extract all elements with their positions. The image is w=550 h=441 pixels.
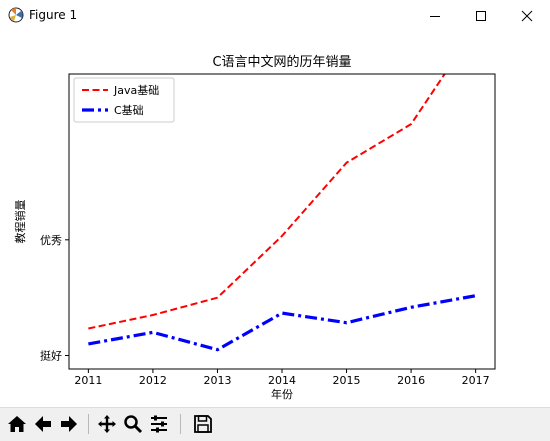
minimize-icon — [430, 16, 440, 17]
x-tick-label: 2016 — [397, 374, 425, 387]
legend-label-2: C基础 — [114, 104, 144, 117]
x-tick-label: 2011 — [74, 374, 102, 387]
close-icon — [521, 10, 533, 22]
configure-subplots-button[interactable] — [148, 412, 170, 436]
maximize-button[interactable] — [458, 0, 504, 32]
x-tick-label: 2014 — [268, 374, 296, 387]
save-button[interactable] — [192, 412, 214, 436]
pan-move-icon — [98, 415, 116, 433]
figure-canvas[interactable]: C语言中文网的历年销量 2011 2012 2013 2014 2015 2016 2017 挺… — [0, 32, 550, 407]
minimize-button[interactable] — [412, 0, 458, 32]
x-tick-label: 2015 — [333, 374, 361, 387]
x-tick-label: 2013 — [203, 374, 231, 387]
chart-title: C语言中文网的历年销量 — [212, 54, 351, 70]
zoom-button[interactable] — [122, 412, 144, 436]
series-line-1 — [88, 74, 446, 330]
home-icon — [8, 416, 26, 432]
series-line-2 — [88, 294, 476, 352]
window-titlebar: Figure 1 — [0, 0, 550, 32]
window-title: Figure 1 — [29, 8, 78, 22]
plot-area — [69, 74, 495, 369]
home-button[interactable] — [6, 412, 28, 436]
close-button[interactable] — [504, 0, 550, 32]
zoom-magnifier-icon — [124, 415, 143, 434]
back-arrow-icon — [35, 416, 51, 432]
configure-subplots-icon — [151, 415, 167, 433]
forward-button[interactable] — [58, 412, 80, 436]
toolbar-separator — [180, 414, 181, 434]
matplotlib-app-icon — [8, 7, 24, 23]
y-tick-label: 优秀 — [40, 234, 62, 247]
legend: Java基础 C基础 — [73, 77, 175, 123]
save-floppy-icon — [194, 415, 212, 433]
y-tick-label: 挺好 — [40, 349, 62, 363]
y-axis-label: 教程销量 — [13, 200, 27, 244]
x-tick-label: 2012 — [139, 374, 167, 387]
back-button[interactable] — [32, 412, 54, 436]
legend-label-1: Java基础 — [113, 84, 159, 97]
pan-button[interactable] — [96, 412, 118, 436]
navigation-toolbar — [0, 407, 550, 441]
x-tick-label: 2017 — [462, 374, 490, 387]
x-axis-label: 年份 — [271, 387, 293, 401]
maximize-icon — [476, 11, 486, 21]
forward-arrow-icon — [61, 416, 77, 432]
toolbar-separator — [88, 414, 89, 434]
line-chart: C语言中文网的历年销量 2011 2012 2013 2014 2015 2016 2017 挺… — [13, 54, 496, 401]
